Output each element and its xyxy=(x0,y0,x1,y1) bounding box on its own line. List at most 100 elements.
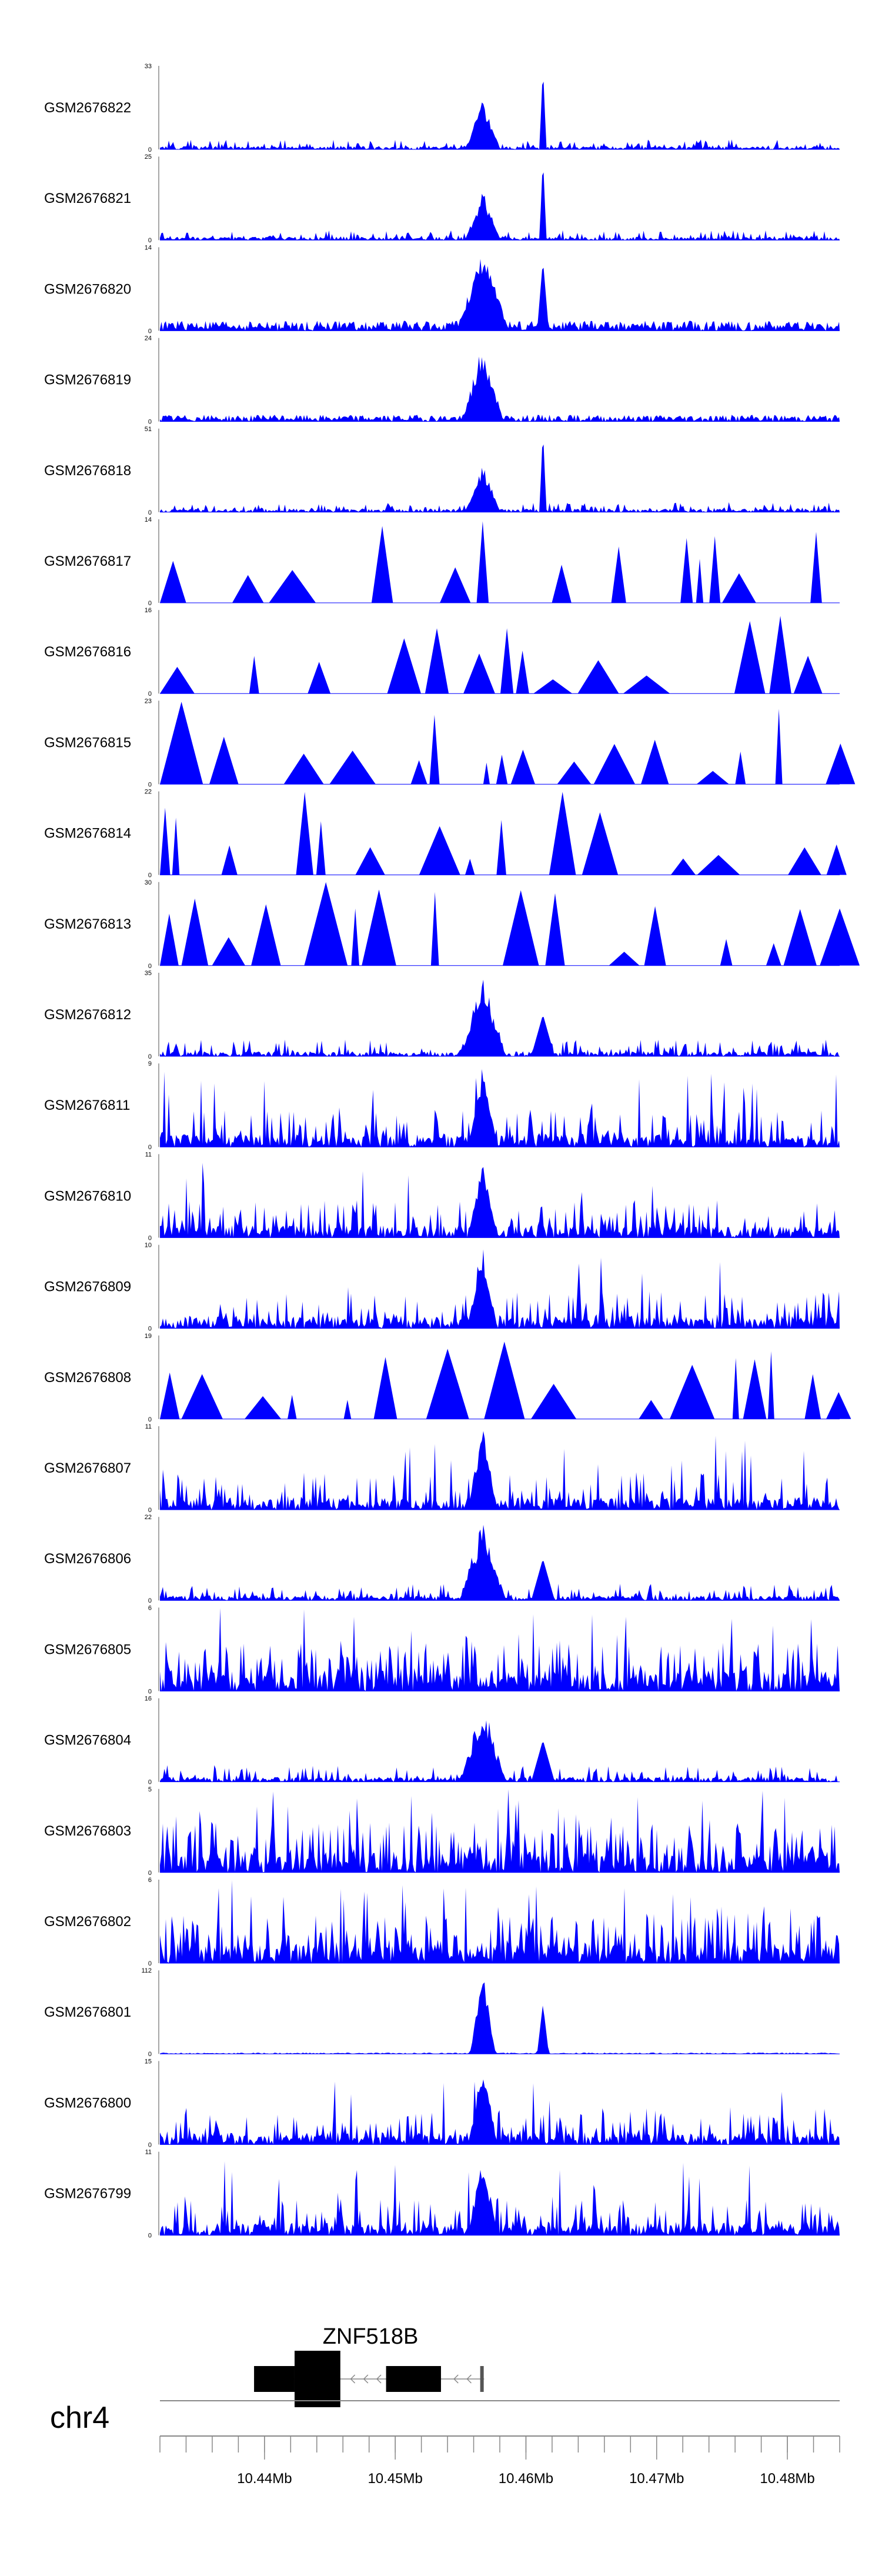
coverage-track: GSM2676806 22 0 xyxy=(44,1514,840,1604)
y-max-label: 22 xyxy=(145,789,152,796)
coverage-track: GSM2676802 6 0 xyxy=(44,1877,840,1967)
y-min-label: 0 xyxy=(148,1960,152,1967)
y-min-label: 0 xyxy=(148,146,152,154)
y-max-label: 23 xyxy=(145,698,152,705)
y-min-label: 0 xyxy=(148,419,152,426)
strand-arrow xyxy=(350,2374,356,2384)
gene-track: ZNF518B xyxy=(254,2324,485,2407)
y-min-label: 0 xyxy=(148,781,152,788)
gene-exon xyxy=(254,2366,295,2392)
y-min-label: 0 xyxy=(148,2141,152,2148)
y-max-label: 15 xyxy=(145,2058,152,2065)
sample-label: GSM2676800 xyxy=(44,2095,131,2111)
sample-label: GSM2676821 xyxy=(44,191,131,206)
y-max-label: 35 xyxy=(145,970,152,977)
y-max-label: 19 xyxy=(145,1333,152,1340)
strand-arrow xyxy=(453,2374,459,2384)
sample-label: GSM2676810 xyxy=(44,1188,131,1204)
coverage-area xyxy=(160,1342,851,1419)
axis-tick-label: 10.44Mb xyxy=(237,2471,292,2487)
y-max-label: 24 xyxy=(145,335,152,342)
y-max-label: 10 xyxy=(145,1242,152,1249)
genome-axis: chr4 10.44Mb 10.45Mb 10.46Mb 10.47Mb 10.48Mb xyxy=(50,2400,840,2487)
coverage-track: GSM2676801 112 0 xyxy=(44,1967,840,2058)
strand-arrow xyxy=(376,2374,382,2384)
coverage-area xyxy=(160,1982,840,2054)
coverage-area xyxy=(160,444,840,512)
coverage-area xyxy=(160,172,840,241)
coverage-track: GSM2676813 30 0 xyxy=(44,879,860,970)
sample-label: GSM2676807 xyxy=(44,1460,131,1476)
sample-label: GSM2676804 xyxy=(44,1733,131,1749)
axis-tick-label: 10.47Mb xyxy=(629,2471,684,2487)
coverage-track: GSM2676803 5 0 xyxy=(44,1786,840,1877)
sample-label: GSM2676799 xyxy=(44,2186,131,2202)
coverage-track: GSM2676818 51 0 xyxy=(44,426,840,516)
coverage-track: GSM2676804 16 0 xyxy=(44,1696,840,1786)
axis-ticks xyxy=(159,2436,840,2452)
sample-label: GSM2676809 xyxy=(44,1279,131,1295)
sample-label: GSM2676811 xyxy=(44,1097,130,1113)
sample-label: GSM2676801 xyxy=(44,2004,131,2020)
y-max-label: 11 xyxy=(145,2149,152,2156)
coverage-area xyxy=(160,702,856,785)
y-max-label: 22 xyxy=(145,1514,152,1521)
y-min-label: 0 xyxy=(148,1416,152,1423)
strand-arrow xyxy=(363,2374,369,2384)
coverage-area xyxy=(160,356,840,422)
axis-tick-labels: 10.44Mb 10.45Mb 10.46Mb 10.47Mb 10.48Mb xyxy=(237,2436,815,2487)
coverage-track: GSM2676799 11 0 xyxy=(44,2149,840,2240)
coverage-track: GSM2676809 10 0 xyxy=(44,1242,840,1333)
sample-label: GSM2676815 xyxy=(44,735,131,750)
coverage-track: GSM2676814 22 0 xyxy=(44,789,847,879)
y-min-label: 0 xyxy=(148,1779,152,1786)
coverage-area xyxy=(160,1431,840,1510)
coverage-area xyxy=(160,1249,840,1329)
y-min-label: 0 xyxy=(148,1688,152,1695)
sample-label: GSM2676812 xyxy=(44,1007,131,1023)
strand-arrow xyxy=(466,2374,472,2384)
coverage-area xyxy=(160,1789,840,1873)
y-min-label: 0 xyxy=(148,1507,152,1514)
y-min-label: 0 xyxy=(148,237,152,244)
y-max-label: 6 xyxy=(148,1604,152,1611)
y-max-label: 11 xyxy=(145,1423,152,1430)
y-max-label: 6 xyxy=(148,1877,152,1884)
y-max-label: 16 xyxy=(145,607,152,614)
axis-tick-label: 10.45Mb xyxy=(368,2471,422,2487)
coverage-track: GSM2676805 6 0 xyxy=(44,1604,840,1695)
coverage-track: GSM2676808 19 0 xyxy=(44,1333,851,1423)
y-min-label: 0 xyxy=(148,600,152,607)
gene-exon xyxy=(480,2366,484,2392)
gene-model xyxy=(254,2351,485,2407)
y-max-label: 51 xyxy=(145,426,152,433)
coverage-area xyxy=(160,521,840,603)
coverage-track: GSM2676816 16 0 xyxy=(44,607,840,698)
coverage-area xyxy=(160,1524,840,1601)
coverage-track: GSM2676810 11 0 xyxy=(44,1151,840,1242)
coverage-area xyxy=(160,792,847,875)
y-min-label: 0 xyxy=(148,963,152,970)
sample-label: GSM2676822 xyxy=(44,100,131,116)
coverage-track: GSM2676800 15 0 xyxy=(44,2058,840,2148)
y-min-label: 0 xyxy=(148,509,152,516)
coverage-area xyxy=(160,882,860,966)
sample-label: GSM2676817 xyxy=(44,553,131,569)
y-max-label: 14 xyxy=(145,244,152,251)
coverage-track: GSM2676819 24 0 xyxy=(44,335,840,426)
coverage-tracks: GSM2676822330GSM2676821250GSM2676820140G… xyxy=(44,63,860,2240)
y-max-label: 112 xyxy=(141,1967,152,1974)
coverage-track: GSM2676821 25 0 xyxy=(44,154,840,244)
sample-label: GSM2676816 xyxy=(44,644,131,660)
sample-label: GSM2676808 xyxy=(44,1370,131,1386)
y-min-label: 0 xyxy=(148,690,152,698)
coverage-area xyxy=(160,1163,840,1238)
coverage-area xyxy=(160,616,840,694)
y-min-label: 0 xyxy=(148,2233,152,2240)
y-max-label: 14 xyxy=(145,516,152,523)
y-max-label: 9 xyxy=(148,1060,152,1067)
coverage-area xyxy=(160,81,840,149)
coverage-area xyxy=(160,1069,840,1147)
sample-label: GSM2676814 xyxy=(44,826,131,842)
